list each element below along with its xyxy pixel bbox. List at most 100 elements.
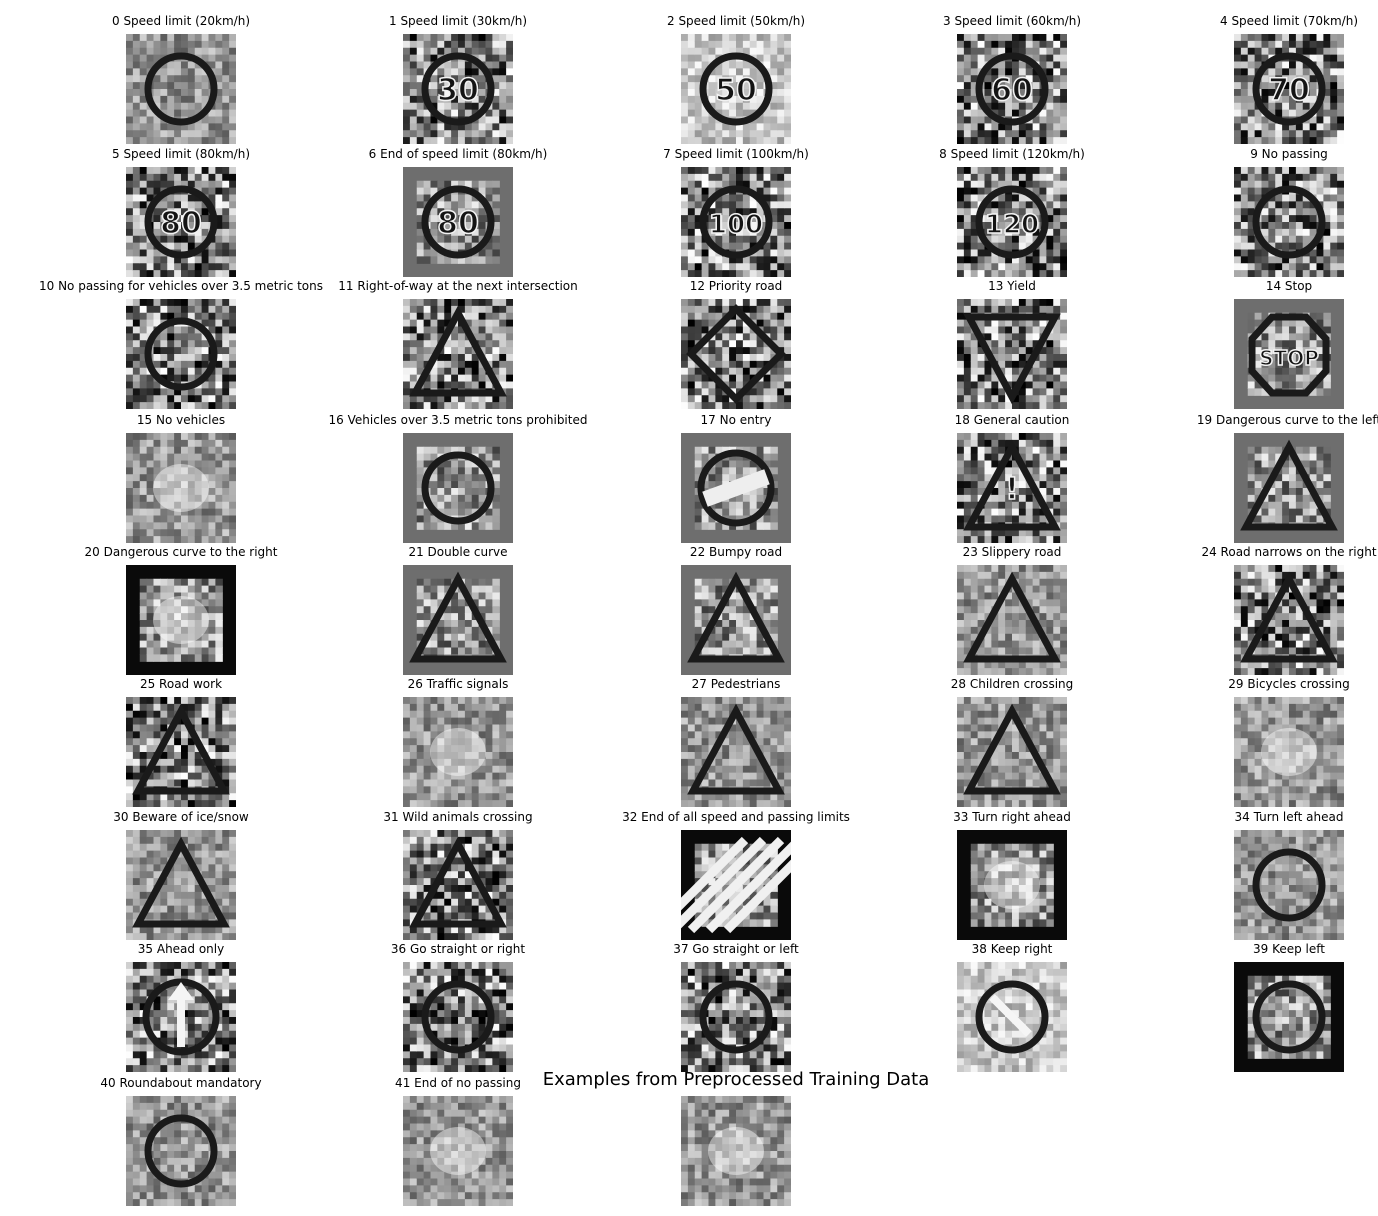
sign-thumbnail [126, 962, 236, 1072]
sample-cell: 17 No entry [681, 413, 791, 543]
sample-cell: 39 Keep left [1234, 942, 1344, 1072]
sample-label: 23 Slippery road [962, 545, 1062, 559]
sample-label: 41 End of no passing [395, 1076, 521, 1090]
sample-label: 1 Speed limit (30km/h) [388, 14, 528, 28]
sample-label: 21 Double curve [408, 545, 508, 559]
sample-label: 30 Beware of ice/snow [113, 810, 249, 824]
sample-label: 39 Keep left [1253, 942, 1325, 956]
sample-cell: 12 Priority road [681, 279, 791, 409]
sample-image: 70 [1234, 34, 1344, 144]
sample-image [126, 299, 236, 409]
sample-label: 28 Children crossing [950, 677, 1074, 691]
sign-thumbnail [1234, 167, 1344, 277]
sample-label: 37 Go straight or left [673, 942, 799, 956]
sample-label: 12 Priority road [689, 279, 783, 293]
sample-label: 35 Ahead only [137, 942, 225, 956]
sign-glyph: 30 [437, 73, 479, 108]
sample-image [957, 299, 1067, 409]
sample-label: 13 Yield [988, 279, 1036, 293]
sample-cell: 5 Speed limit (80km/h) 80 [112, 147, 250, 277]
sign-thumbnail: 70 [1234, 34, 1344, 144]
sample-cell: 16 Vehicles over 3.5 metric tons prohibi… [329, 413, 587, 543]
sign-thumbnail [957, 565, 1067, 675]
sign-thumbnail [1234, 433, 1344, 543]
sign-thumbnail: 60 [957, 34, 1067, 144]
sign-thumbnail [1234, 962, 1344, 1072]
sample-cell: 41 End of no passing [395, 1076, 521, 1206]
sign-thumbnail [126, 697, 236, 807]
sample-image: 60 [957, 34, 1067, 144]
sample-label: 15 No vehicles [136, 413, 226, 427]
sample-image [403, 830, 513, 940]
sample-cell: 2 Speed limit (50km/h) 50 [667, 14, 805, 144]
sample-label: 26 Traffic signals [407, 677, 509, 691]
sample-cell [681, 1076, 791, 1206]
sign-glyph: 80 [437, 206, 479, 241]
sample-label: 34 Turn left ahead [1234, 810, 1344, 824]
sample-label: 40 Roundabout mandatory [100, 1076, 262, 1090]
sample-label: 22 Bumpy road [689, 545, 783, 559]
sample-label: 17 No entry [700, 413, 772, 427]
sign-thumbnail [1234, 830, 1344, 940]
sign-glyph: 50 [715, 73, 757, 108]
sign-thumbnail [681, 697, 791, 807]
sample-cell: 3 Speed limit (60km/h) 60 [943, 14, 1081, 144]
sample-label: 18 General caution [954, 413, 1070, 427]
sign-thumbnail: 80 [126, 167, 236, 277]
sample-image [126, 962, 236, 1072]
sample-image [681, 433, 791, 543]
sign-thumbnail [1234, 565, 1344, 675]
sign-thumbnail: ! [957, 433, 1067, 543]
sample-image [126, 697, 236, 807]
sample-image [1234, 962, 1344, 1072]
sample-label: 38 Keep right [971, 942, 1053, 956]
sample-label: 3 Speed limit (60km/h) [942, 14, 1082, 28]
sample-image [126, 433, 236, 543]
sample-image: 80 [403, 167, 513, 277]
sign-thumbnail [957, 299, 1067, 409]
sample-label: 6 End of speed limit (80km/h) [368, 147, 548, 161]
sample-image: ! [957, 433, 1067, 543]
sign-thumbnail: 100 [681, 167, 791, 277]
sign-glyph: STOP [1259, 346, 1319, 370]
sign-thumbnail [403, 830, 513, 940]
sample-cell: 37 Go straight or left [673, 942, 799, 1072]
sample-cell: 22 Bumpy road [681, 545, 791, 675]
sign-thumbnail [403, 962, 513, 1072]
sign-glyph: 80 [160, 206, 202, 241]
sign-thumbnail: STOP [1234, 299, 1344, 409]
sign-thumbnail [957, 697, 1067, 807]
sample-label: 7 Speed limit (100km/h) [663, 147, 809, 161]
sign-thumbnail [681, 830, 791, 940]
sign-thumbnail [681, 299, 791, 409]
sign-thumbnail [403, 299, 513, 409]
sign-thumbnail [126, 565, 236, 675]
sample-cell: 34 Turn left ahead [1234, 810, 1344, 940]
sample-label: 33 Turn right ahead [953, 810, 1071, 824]
sample-image [681, 697, 791, 807]
sample-label: 20 Dangerous curve to the right [84, 545, 278, 559]
sample-cell: 0 Speed limit (20km/h) [112, 14, 250, 144]
sign-thumbnail [126, 299, 236, 409]
sample-label: 16 Vehicles over 3.5 metric tons prohibi… [328, 413, 588, 427]
sample-cell: 7 Speed limit (100km/h) 100 [663, 147, 809, 277]
sample-cell: 4 Speed limit (70km/h) 70 [1220, 14, 1358, 144]
sample-label: 29 Bicycles crossing [1228, 677, 1350, 691]
sample-image [403, 299, 513, 409]
sign-thumbnail [681, 433, 791, 543]
sample-cell: 26 Traffic signals [403, 677, 513, 807]
sign-thumbnail [681, 1096, 791, 1206]
sample-label: 32 End of all speed and passing limits [622, 810, 850, 824]
sample-image [1234, 565, 1344, 675]
sign-thumbnail [126, 34, 236, 144]
sample-image [1234, 167, 1344, 277]
sample-label: 10 No passing for vehicles over 3.5 metr… [38, 279, 324, 293]
sample-cell: 10 No passing for vehicles over 3.5 metr… [39, 279, 323, 409]
sample-cell: 28 Children crossing [951, 677, 1073, 807]
sample-label: 31 Wild animals crossing [383, 810, 533, 824]
sample-cell: 20 Dangerous curve to the right [85, 545, 277, 675]
sample-cell: 23 Slippery road [957, 545, 1067, 675]
sample-cell: 33 Turn right ahead [953, 810, 1071, 940]
sample-label: 19 Dangerous curve to the left [1196, 413, 1378, 427]
sample-image [957, 697, 1067, 807]
